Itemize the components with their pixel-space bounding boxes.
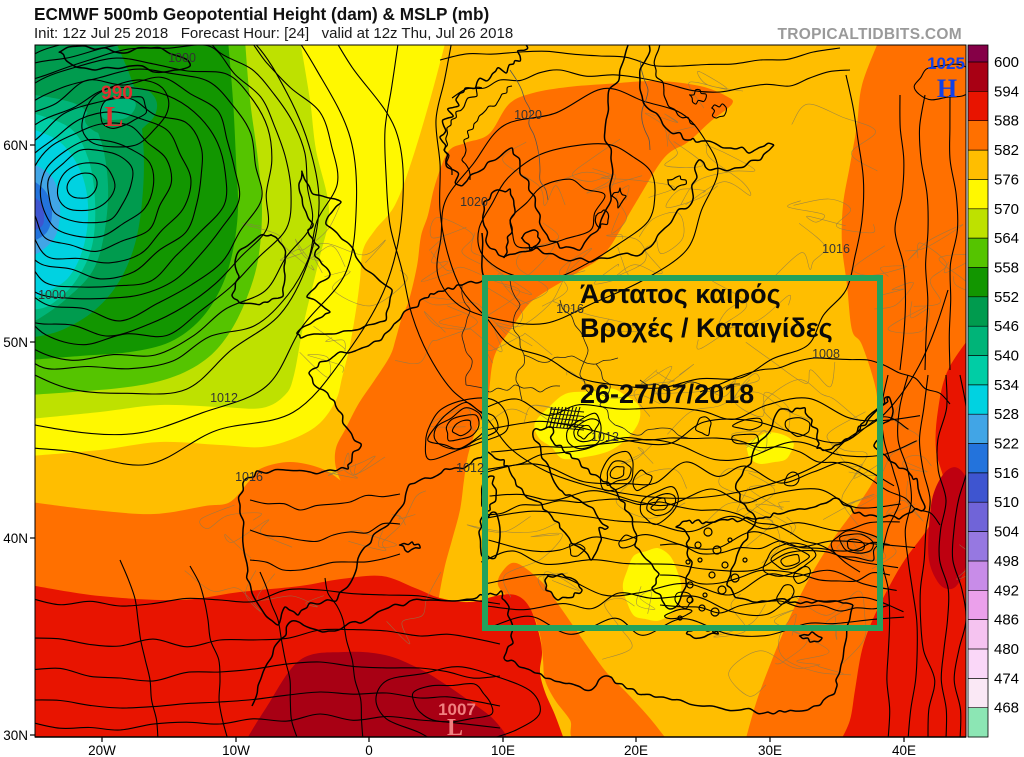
svg-text:516: 516 [994, 465, 1019, 482]
svg-text:20E: 20E [624, 743, 648, 757]
svg-text:1016: 1016 [235, 470, 263, 484]
svg-text:10E: 10E [491, 743, 515, 757]
svg-text:TROPICALTIDBITS.COM: TROPICALTIDBITS.COM [777, 26, 962, 43]
svg-text:Άστατος καιρός: Άστατος καιρός [580, 279, 781, 309]
svg-text:552: 552 [994, 289, 1019, 306]
svg-text:570: 570 [994, 201, 1019, 218]
svg-text:40E: 40E [892, 743, 916, 757]
svg-text:10W: 10W [222, 743, 250, 757]
svg-text:1016: 1016 [822, 242, 850, 256]
svg-text:498: 498 [994, 553, 1019, 570]
svg-text:474: 474 [994, 670, 1019, 687]
svg-text:528: 528 [994, 406, 1019, 423]
svg-text:Βροχές / Καταιγίδες: Βροχές / Καταιγίδες [580, 313, 833, 343]
svg-text:50N: 50N [3, 335, 28, 350]
svg-text:1020: 1020 [514, 108, 542, 122]
svg-text:0: 0 [365, 743, 373, 757]
svg-text:510: 510 [994, 494, 1019, 511]
svg-text:1012: 1012 [210, 391, 238, 405]
svg-text:534: 534 [994, 377, 1019, 394]
svg-text:480: 480 [994, 641, 1019, 658]
svg-text:1016: 1016 [556, 302, 584, 316]
svg-text:H: H [937, 74, 957, 103]
svg-text:L: L [447, 715, 463, 741]
svg-text:ECMWF 500mb Geopotential Heigh: ECMWF 500mb Geopotential Height (dam) & … [34, 4, 489, 24]
svg-text:40N: 40N [3, 531, 28, 546]
svg-text:594: 594 [994, 83, 1019, 100]
svg-text:564: 564 [994, 230, 1019, 247]
svg-text:1000: 1000 [168, 51, 196, 65]
svg-text:486: 486 [994, 612, 1019, 629]
svg-text:30N: 30N [3, 728, 28, 743]
svg-text:60N: 60N [3, 138, 28, 153]
svg-text:1012: 1012 [591, 430, 619, 444]
svg-text:990: 990 [101, 83, 133, 104]
svg-text:576: 576 [994, 171, 1019, 188]
svg-text:Init: 12z Jul 25 2018 Foreca: Init: 12z Jul 25 2018 Forecast Hour: [24… [34, 25, 513, 42]
svg-text:1008: 1008 [812, 347, 840, 361]
svg-text:1007: 1007 [438, 700, 476, 719]
svg-text:504: 504 [994, 524, 1019, 541]
svg-text:26-27/07/2018: 26-27/07/2018 [580, 379, 754, 409]
svg-text:1020: 1020 [460, 195, 488, 209]
svg-text:30E: 30E [758, 743, 782, 757]
svg-text:492: 492 [994, 582, 1019, 599]
svg-text:540: 540 [994, 348, 1019, 365]
svg-text:1025: 1025 [927, 54, 965, 73]
svg-text:600: 600 [994, 54, 1019, 71]
svg-text:1000: 1000 [38, 288, 66, 302]
svg-text:20W: 20W [88, 743, 116, 757]
svg-text:558: 558 [994, 260, 1019, 277]
svg-text:582: 582 [994, 142, 1019, 159]
svg-text:L: L [105, 102, 124, 133]
svg-text:522: 522 [994, 436, 1019, 453]
svg-text:588: 588 [994, 113, 1019, 130]
svg-text:546: 546 [994, 318, 1019, 335]
svg-text:1012: 1012 [456, 461, 484, 475]
svg-text:468: 468 [994, 700, 1019, 717]
